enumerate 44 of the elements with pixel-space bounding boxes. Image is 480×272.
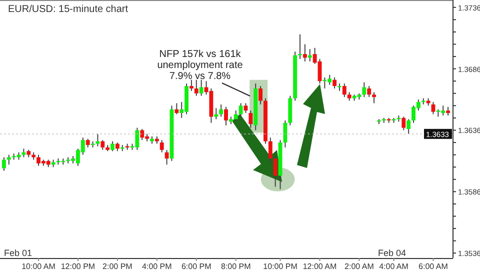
x-tick-label: 12:00 AM <box>302 262 337 271</box>
candlestick <box>283 120 288 148</box>
x-tick-label: 2:00 PM <box>102 262 133 271</box>
x-tick-label: 4:00 AM <box>379 262 409 271</box>
x-tick-label: 8:00 PM <box>220 262 252 271</box>
candlestick <box>164 149 169 166</box>
candlestick <box>362 82 366 98</box>
candlestick <box>2 156 6 172</box>
candlestick <box>298 34 302 60</box>
candlestick <box>268 137 272 163</box>
candlestick <box>100 140 105 150</box>
candlestick <box>372 92 376 104</box>
candlestick <box>110 140 114 152</box>
annotation: Feb 04 <box>378 248 406 258</box>
candlestick <box>258 86 263 105</box>
candlestick <box>194 79 198 96</box>
candlestick <box>332 76 337 89</box>
candlestick <box>234 110 238 122</box>
x-tick-label: 10:00 AM <box>22 262 56 271</box>
candlestick <box>224 106 228 126</box>
annotation: Feb 01 <box>4 248 32 258</box>
candlestick <box>174 102 179 115</box>
candlestick <box>402 116 406 131</box>
x-tick-label: 10:00 PM <box>263 262 298 271</box>
candlestick <box>160 140 164 153</box>
annotation: NFP 157k vs 161k unemployment rate 7.9% vs 7.8% <box>157 49 244 82</box>
x-tick-label: 4:00 PM <box>142 262 172 271</box>
candlestick <box>302 44 307 62</box>
x-tick-label: 12:00 PM <box>60 262 96 271</box>
candlestick <box>406 118 411 134</box>
chart-title: EUR/USD: 15-minute chart <box>8 4 128 15</box>
candlestick <box>273 156 278 188</box>
candlestick <box>431 101 436 115</box>
x-tick-label: 2:00 AM <box>344 262 374 271</box>
candlestick <box>199 79 204 96</box>
candlestick <box>238 102 243 118</box>
x-tick-label: 6:00 PM <box>181 262 212 271</box>
candlestick <box>244 102 248 114</box>
candlestick <box>189 79 194 92</box>
candlestick <box>367 86 372 98</box>
candlestick <box>342 83 346 98</box>
candlestick <box>219 104 224 118</box>
candlestick <box>248 110 253 128</box>
x-tick-label: 6:00 AM <box>418 262 448 271</box>
